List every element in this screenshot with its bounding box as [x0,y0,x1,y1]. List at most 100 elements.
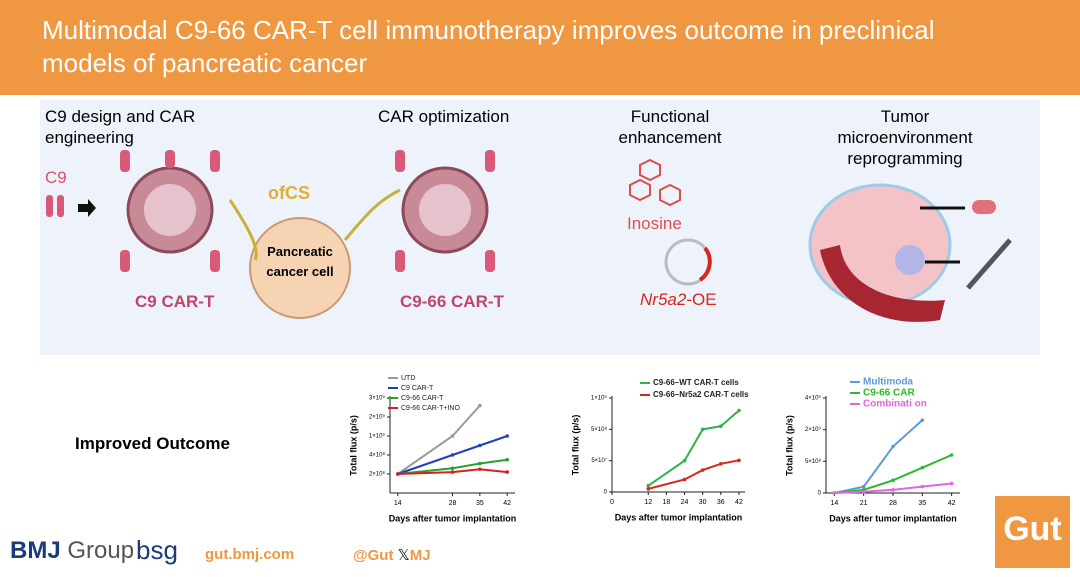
tumor-art [808,183,1012,322]
y-axis-label: Total flux (p/s) [784,415,794,476]
c9-icon [57,195,64,217]
legend-label: C9 CAR-T [401,385,434,392]
y-axis-label: Total flux (p/s) [348,415,358,476]
bsg-logo: bsg [136,535,178,565]
y-tick-label: 0 [818,491,822,497]
series-line [397,468,508,475]
plasmid-insert [698,246,712,282]
chart: 0 5×10⁸ 2×10⁹ 4×10⁹ 14 21 28 35 42 Days after tum… [784,377,960,523]
data-point [505,470,509,474]
x-tick-label: 42 [503,500,511,507]
data-point [396,472,400,476]
legend-label: Combinati on [863,399,927,410]
x-logo: 𝕏 [397,547,410,564]
data-point [700,427,705,432]
y-tick-label: 4×10⁸ [369,452,386,459]
title: Multimodal C9-66 CAR-T cell immunotherap… [42,15,935,78]
series-line [834,454,953,494]
group: Group [67,537,135,564]
chart: 0 5×10⁷ 5×10⁸ 1×10⁹ 0 12 18 24 30 36 42 Days after … [570,378,749,522]
data-point [646,483,651,488]
section-label: Tumor microenvironment reprogramming [837,107,973,168]
journal-logo: Gut [1003,510,1062,548]
gene-name: Nr5a2 [640,290,687,309]
outcome-label: Improved Outcome [75,434,230,453]
section-label: CAR optimization [378,107,510,126]
data-point [450,470,455,474]
x-tick-label: 14 [394,500,402,507]
y-tick-label: 4×10⁹ [805,395,822,402]
c9-cart-label: C9 CAR-T [135,292,215,311]
data-point [505,434,509,438]
handle-end: MJ [409,547,431,564]
handle-start: @Gut [353,547,394,564]
series-line [397,404,481,475]
series-line [834,419,923,494]
y-tick-label: 2×10⁹ [805,426,822,433]
x-tick-label: 0 [610,499,614,506]
data-point [478,403,482,408]
data-point [949,481,954,486]
legend-label: C9-66 CAR-T+INO [401,405,460,412]
data-point [719,462,723,466]
data-point [646,487,651,491]
y-tick-label: 5×10⁷ [591,457,607,464]
section-label: Functional enhancement [618,107,722,147]
y-tick-label: 2×10⁹ [369,414,386,421]
inosine-icon [629,158,681,207]
x-axis-label: Days after tumor implantation [829,513,957,523]
data-point [832,491,837,495]
y-tick-label: 5×10⁸ [591,426,608,433]
data-point [450,453,455,457]
x-tick-label: 24 [681,499,689,506]
series-line [648,459,740,490]
legend-label: C9-66 CAR [863,388,915,399]
c9-icon [46,195,53,217]
nr5a2-label: Nr5a2-OE [640,290,717,310]
handle: @Gut 𝕏MJ [353,546,431,564]
x-axis-label: Days after tumor implantation [615,512,743,522]
y-tick-label: 1×10⁹ [591,395,608,402]
header-bar [0,0,1080,95]
bmj: BMJ [10,537,61,564]
series-line [397,435,508,475]
data-point [505,457,509,462]
x-tick-label: 35 [918,500,926,507]
section-label: C9 design and CAR engineering [45,107,196,147]
y-tick-label: 2×10⁸ [369,471,386,478]
data-point [450,434,455,438]
data-point [920,465,925,470]
y-tick-label: 5×10⁸ [805,458,822,465]
data-point [700,468,705,472]
x-axis-label: Days after tumor implantation [389,513,517,523]
c9-label: C9 [45,168,67,187]
y-tick-label: 3×10⁹ [369,395,386,402]
x-tick-label: 12 [644,499,652,506]
data-point [682,477,687,482]
ofcs-label: ofCS [268,183,310,203]
series-line [397,458,508,475]
data-point [891,478,895,483]
bmj-logo: BMJ Group [10,537,134,565]
legend-label: C9-66 CAR-T [401,395,444,402]
data-point [861,489,866,494]
data-point [478,461,482,466]
y-tick-label: 1×10⁹ [369,433,386,440]
x-tick-label: 30 [699,499,707,506]
gene-suffix: -OE [686,290,717,309]
url: gut.bmj.com [205,546,295,563]
data-point [949,453,954,457]
chart: 2×10⁸ 4×10⁸ 1×10⁹ 2×10⁹ 3×10⁹ 14 28 35 42 Days af… [348,375,517,524]
inosine-label: Inosine [627,214,682,233]
data-point [682,458,687,463]
c966-cell [395,150,495,272]
legend-label: C9-66–Nr5a2 CAR-T cells [653,390,749,399]
data-point [450,466,455,471]
x-tick-label: 35 [476,500,484,507]
gut-logo-box [995,496,1070,568]
legend-label: C9-66–WT CAR-T cells [653,378,739,387]
data-point [920,418,925,422]
data-point [891,488,895,492]
